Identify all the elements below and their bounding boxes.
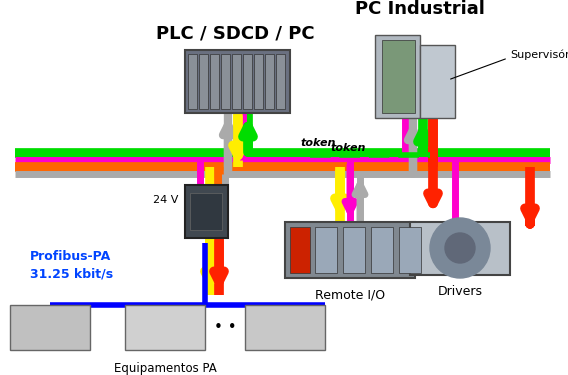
Text: PLC / SDCD / PC: PLC / SDCD / PC bbox=[156, 24, 314, 42]
Bar bbox=[199, 54, 208, 109]
Bar bbox=[410, 222, 510, 275]
Bar bbox=[382, 40, 415, 113]
Circle shape bbox=[430, 218, 490, 278]
Text: Equipamentos PA: Equipamentos PA bbox=[114, 362, 216, 375]
Text: token: token bbox=[300, 138, 336, 148]
Bar bbox=[188, 54, 197, 109]
Bar bbox=[221, 54, 230, 109]
Bar bbox=[210, 54, 219, 109]
Bar bbox=[265, 54, 274, 109]
Text: PC Industrial: PC Industrial bbox=[355, 0, 485, 18]
Bar bbox=[232, 54, 241, 109]
Text: Profibus-PA
31.25 kbit/s: Profibus-PA 31.25 kbit/s bbox=[30, 249, 113, 280]
Text: token: token bbox=[331, 143, 366, 153]
Bar bbox=[315, 227, 337, 273]
Bar bbox=[10, 305, 90, 350]
Bar bbox=[375, 35, 420, 118]
Bar bbox=[185, 50, 290, 113]
Bar bbox=[276, 54, 285, 109]
Bar bbox=[190, 193, 222, 230]
Text: • •: • • bbox=[214, 320, 236, 334]
Bar bbox=[290, 227, 310, 273]
Bar bbox=[420, 45, 455, 118]
Bar bbox=[125, 305, 205, 350]
Bar bbox=[245, 305, 325, 350]
Circle shape bbox=[445, 233, 475, 263]
Bar bbox=[399, 227, 421, 273]
Bar bbox=[343, 227, 365, 273]
Bar bbox=[371, 227, 393, 273]
Text: Drivers: Drivers bbox=[437, 285, 482, 298]
Text: Supervisório: Supervisório bbox=[510, 50, 568, 60]
Bar bbox=[185, 185, 228, 238]
Bar bbox=[285, 222, 415, 278]
Bar bbox=[243, 54, 252, 109]
Bar bbox=[254, 54, 263, 109]
Text: 24 V: 24 V bbox=[153, 195, 178, 205]
Text: Remote I/O: Remote I/O bbox=[315, 288, 385, 301]
